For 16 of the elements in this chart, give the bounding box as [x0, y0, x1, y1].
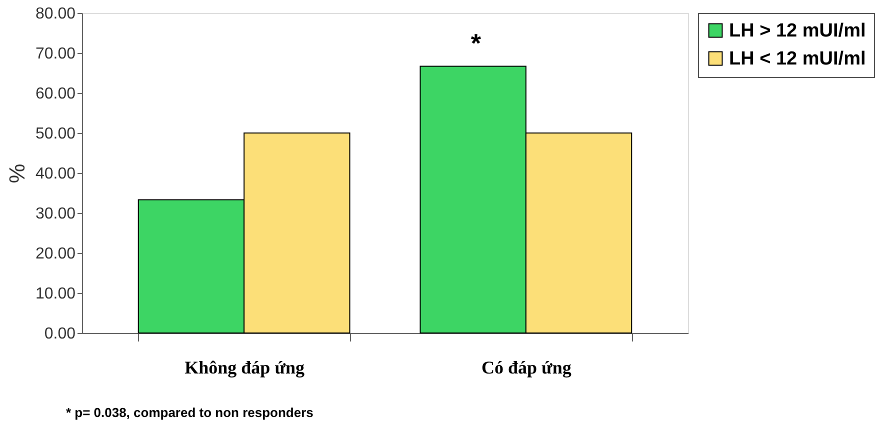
legend-label: LH > 12 mUI/ml — [729, 20, 866, 42]
y-axis-title: % — [4, 164, 30, 184]
y-tick-label: 20.00 — [35, 246, 76, 262]
legend-label: LH < 12 mUI/ml — [729, 48, 866, 70]
y-tick-label: 30.00 — [35, 206, 76, 222]
y-tick-label: 80.00 — [35, 6, 76, 22]
y-tick-label: 70.00 — [35, 46, 76, 62]
x-tick-label: Có đáp ứng — [482, 358, 572, 378]
annotation: * — [470, 28, 482, 58]
text: * p= 0.038, compared to non responders — [66, 405, 314, 420]
y-tick-label: 40.00 — [35, 166, 76, 182]
y-tick-label: 50.00 — [35, 126, 76, 142]
y-tick-label: 10.00 — [35, 286, 76, 302]
x-tick-label: Không đáp ứng — [184, 358, 304, 378]
y-tick-label: 0.00 — [44, 326, 76, 342]
y-tick-label: 60.00 — [35, 86, 76, 102]
